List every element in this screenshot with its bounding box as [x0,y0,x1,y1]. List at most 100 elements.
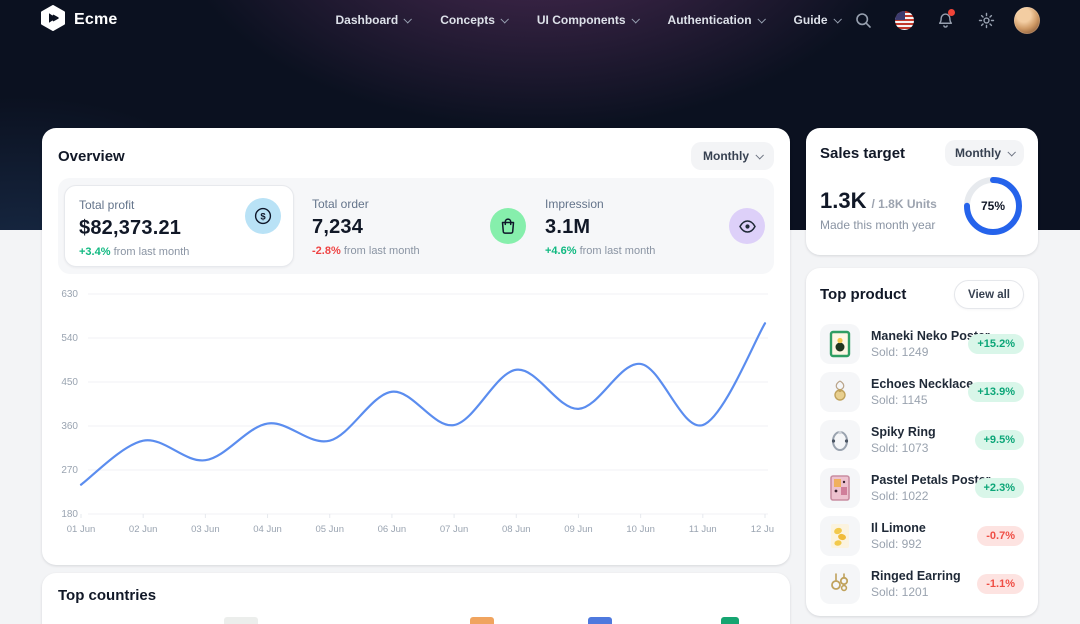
y-axis-tick-label: 360 [61,421,78,432]
period-value: Monthly [955,146,1001,160]
product-row-echoes-necklace[interactable]: Echoes Necklace Sold: 1145 +13.9% [820,368,1024,416]
x-axis-tick-label: 08 Jun [502,524,531,535]
y-axis-tick-label: 180 [61,509,78,520]
stat-total-profit[interactable]: Total profit $82,373.21 +3.4% from last … [64,185,294,267]
top-product-header: Top product View all [820,280,1024,309]
product-thumbnail [820,372,860,412]
change-badge: -1.1% [977,574,1024,594]
x-axis-tick-label: 12 Jun [751,524,774,535]
eye-icon [729,208,765,244]
sales-period-select[interactable]: Monthly [945,140,1024,166]
top-navbar: Ecme Dashboard Concepts UI Components Au… [0,0,1080,40]
overview-header: Overview Monthly [58,142,774,170]
sales-target-header: Sales target Monthly [820,140,1024,166]
x-axis-tick-label: 10 Jun [626,524,655,535]
stat-suffix: from last month [579,245,656,257]
nav-item-authentication[interactable]: Authentication [667,13,766,27]
stat-label: Total order [312,197,369,211]
sales-progress-ring: 75% [962,175,1024,237]
settings-gear-icon[interactable] [973,7,999,33]
top-countries-card: Top countries [42,573,790,624]
product-thumbnail [820,420,860,460]
sales-target-units: / 1.8K Units [871,197,937,211]
stat-total-order[interactable]: Total order 7,234 -2.8% from last month [312,185,542,267]
x-axis-tick-label: 01 Jun [67,524,96,535]
x-axis-tick-label: 11 Jun [689,524,717,535]
country-bar [470,617,494,624]
overview-card: Overview Monthly Total profit $82,373.21… [42,128,790,565]
chevron-down-icon [755,151,764,160]
change-badge: +9.5% [974,430,1024,450]
change-badge: +2.3% [974,478,1024,498]
product-list: Maneki Neko Poster Sold: 1249 +15.2% Ech… [820,320,1024,608]
y-axis-tick-label: 540 [61,333,78,344]
stat-delta: -2.8% [312,245,341,257]
navbar-actions [850,6,1040,34]
product-row-pastel-petals-poster[interactable]: Pastel Petals Poster Sold: 1022 +2.3% [820,464,1024,512]
notifications-bell-icon[interactable] [932,7,958,33]
chevron-down-icon [403,15,413,24]
product-name: Pastel Petals Poster [871,473,991,487]
product-meta: Echoes Necklace Sold: 1145 [860,377,973,407]
main-nav: Dashboard Concepts UI Components Authent… [336,13,842,27]
country-bar [721,617,739,624]
sales-target-title: Sales target [820,144,906,162]
sales-value-row: 1.3K / 1.8K Units [820,188,937,214]
language-us-flag-icon[interactable] [891,7,917,33]
x-axis-tick-label: 06 Jun [378,524,407,535]
sales-subtitle: Made this month year [820,218,936,232]
product-thumbnail [820,564,860,604]
product-row-spiky-ring[interactable]: Spiky Ring Sold: 1073 +9.5% [820,416,1024,464]
stat-suffix: from last month [113,246,190,258]
dollar-circle-icon: $ [245,198,281,234]
product-row-ringed-earring[interactable]: Ringed Earring Sold: 1201 -1.1% [820,560,1024,608]
product-name: Spiky Ring [871,425,936,439]
product-sold: Sold: 1201 [871,585,929,599]
x-axis-tick-label: 03 Jun [191,524,220,535]
top-product-card: Top product View all Maneki Neko Poster … [806,268,1038,616]
stat-label: Total profit [79,198,135,212]
nav-label: Authentication [667,13,752,27]
stat-change: +4.6% from last month [545,245,765,257]
search-icon[interactable] [850,7,876,33]
orders-line-chart: 180 270 360 450 540 630 01 Jun 02 Jun 03 Jun 04 J… [61,289,774,535]
stat-change: +3.4% from last month [79,246,279,258]
product-thumbnail [820,324,860,364]
change-badge: -0.7% [977,526,1024,546]
view-all-button[interactable]: View all [954,280,1024,309]
brand-logo[interactable]: Ecme [40,4,118,36]
chevron-down-icon [833,15,842,24]
product-thumbnail [820,468,860,508]
stat-value: 3.1M [545,216,591,238]
stat-suffix: from last month [343,245,420,257]
product-sold: Sold: 992 [871,537,922,551]
sales-target-card: Sales target Monthly 1.3K / 1.8K Units M… [806,128,1038,255]
product-meta: Pastel Petals Poster Sold: 1022 [860,473,991,503]
chevron-down-icon [631,15,640,24]
nav-item-ui-components[interactable]: UI Components [537,13,640,27]
nav-item-concepts[interactable]: Concepts [440,13,509,27]
x-axis-tick-label: 02 Jun [129,524,158,535]
product-row-il-limone[interactable]: Il Limone Sold: 992 -0.7% [820,512,1024,560]
change-badge: +13.9% [968,382,1024,402]
svg-text:$: $ [260,212,266,223]
period-value: Monthly [703,149,749,163]
product-meta: Ringed Earring Sold: 1201 [860,569,977,599]
stat-impression[interactable]: Impression 3.1M +4.6% from last month [545,185,765,267]
overview-period-select[interactable]: Monthly [691,142,774,170]
nav-item-dashboard[interactable]: Dashboard [336,13,413,27]
overview-title: Overview [58,147,125,165]
country-bar [588,617,612,624]
stat-delta: +3.4% [79,246,111,258]
nav-item-guide[interactable]: Guide [793,13,842,27]
user-avatar[interactable] [1014,6,1040,34]
chevron-down-icon [1007,148,1016,157]
nav-label: Guide [793,13,828,27]
product-row-maneki-neko-poster[interactable]: Maneki Neko Poster Sold: 1249 +15.2% [820,320,1024,368]
y-axis-tick-label: 450 [61,377,78,388]
progress-percent-label: 75% [980,199,1006,213]
top-countries-title: Top countries [58,587,157,604]
top-product-title: Top product [820,286,907,303]
chevron-down-icon [500,15,509,24]
x-axis-tick-label: 07 Jun [440,524,469,535]
